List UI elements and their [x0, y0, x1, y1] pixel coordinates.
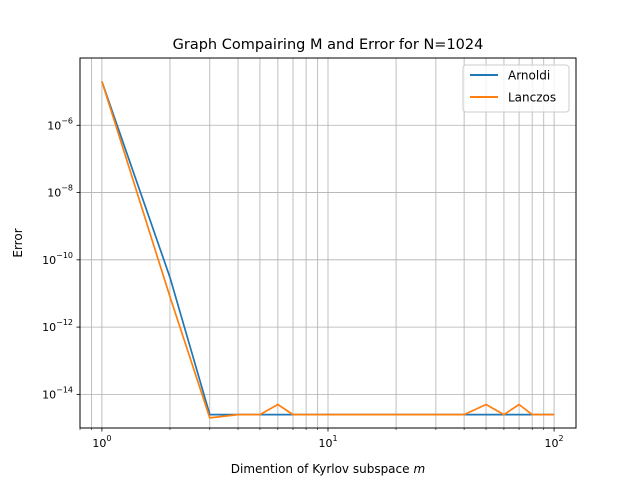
x-tick-label: 100 — [92, 434, 111, 450]
grid-lines — [79, 58, 576, 428]
x-tick-label-base: 10 — [318, 437, 332, 450]
x-axis-label: Dimention of Kyrlov subspace m — [231, 462, 425, 476]
y-tick-label-base: 10 — [42, 321, 56, 334]
y-tick-label: 10−6 — [47, 116, 73, 132]
legend-box — [462, 64, 570, 113]
y-tick-label: 10−12 — [42, 318, 73, 334]
x-axis-label-variable: m — [414, 462, 426, 476]
x-tick-label-exponent: 2 — [559, 434, 564, 443]
x-tick-label-base: 10 — [92, 437, 106, 450]
y-tick-label-exponent: −12 — [56, 318, 73, 327]
x-axis-label-text: Dimention of Kyrlov subspace — [231, 462, 410, 476]
y-tick-label-exponent: −14 — [56, 385, 73, 394]
y-tick-label-base: 10 — [47, 187, 61, 200]
series-line-lanczos — [101, 81, 555, 419]
x-tick-label: 101 — [318, 434, 337, 450]
x-tick-label: 102 — [545, 434, 564, 450]
y-tick-label-exponent: −8 — [61, 184, 73, 193]
y-tick-label-base: 10 — [47, 119, 61, 132]
y-tick-label: 10−14 — [42, 385, 73, 401]
legend: Arnoldi Lanczos — [462, 64, 570, 113]
y-tick-label-exponent: −6 — [61, 116, 73, 125]
x-tick-label-exponent: 0 — [106, 434, 111, 443]
y-tick-label: 10−8 — [47, 184, 73, 200]
y-tick-label-base: 10 — [42, 254, 56, 267]
x-tick-label-exponent: 1 — [332, 434, 337, 443]
series-layer — [101, 81, 555, 419]
y-axis-label: Error — [11, 228, 25, 257]
y-tick-label-exponent: −10 — [56, 251, 73, 260]
legend-label-lanczos: Lanczos — [508, 91, 556, 105]
x-tick-label-base: 10 — [545, 437, 559, 450]
legend-label-arnoldi: Arnoldi — [508, 69, 550, 83]
y-tick-label-base: 10 — [42, 388, 56, 401]
chart-title: Graph Compairing M and Error for N=1024 — [173, 37, 484, 53]
y-tick-label: 10−10 — [42, 251, 73, 267]
